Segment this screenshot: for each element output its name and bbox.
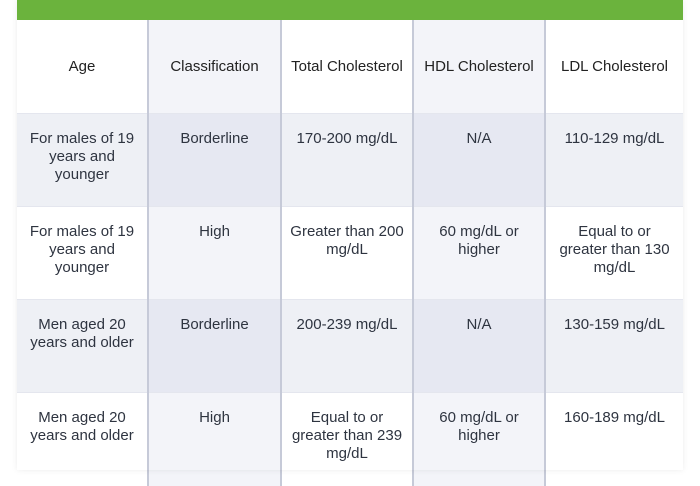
- cell-classification: Borderline: [147, 299, 281, 393]
- cell-classification: High: [147, 392, 281, 486]
- table-row: Men aged 20 years and older Borderline 200…: [17, 299, 683, 393]
- cell-total-cholesterol: 170-200 mg/dL: [280, 113, 413, 207]
- cell-hdl-cholesterol: 60 mg/dL or higher: [412, 206, 545, 300]
- header-age: Age: [68, 57, 96, 75]
- cholesterol-table: Age Classification Total Cholesterol HDL…: [17, 20, 683, 486]
- cell-ldl-cholesterol: 160-189 mg/dL: [544, 392, 683, 486]
- cell-hdl-cholesterol: N/A: [412, 113, 545, 207]
- cell-ldl-cholesterol: 130-159 mg/dL: [544, 299, 683, 393]
- cell-age: For males of 19 years and younger: [29, 223, 135, 276]
- cell-total-cholesterol: 200-239 mg/dL: [280, 299, 413, 393]
- cell-ldl-cholesterol: Equal to or greater than 130 mg/dL: [544, 206, 683, 300]
- cholesterol-table-card: Age Classification Total Cholesterol HDL…: [17, 0, 683, 486]
- table-row: For males of 19 years and younger High Gre…: [17, 206, 683, 300]
- header-hdl-cholesterol: HDL Cholesterol: [412, 20, 545, 114]
- cell-ldl-cholesterol: 110-129 mg/dL: [544, 113, 683, 207]
- title-bar: [17, 0, 683, 20]
- header-classification: Classification: [147, 20, 281, 114]
- table-row: Men aged 20 years and older High Equal to …: [17, 392, 683, 486]
- header-total-cholesterol: Total Cholesterol: [280, 20, 413, 114]
- header-ldl-cholesterol: LDL Cholesterol: [544, 20, 683, 114]
- table-row: For males of 19 years and younger Borderl…: [17, 113, 683, 207]
- cell-total-cholesterol: Greater than 200 mg/dL: [280, 206, 413, 300]
- cell-total-cholesterol: Equal to or greater than 239 mg/dL: [280, 392, 413, 486]
- cell-age: For males of 19 years and younger: [17, 113, 148, 207]
- cell-classification: High: [147, 206, 281, 300]
- header-row: Age Classification Total Cholesterol HDL…: [17, 20, 683, 114]
- cell-hdl-cholesterol: 60 mg/dL or higher: [412, 392, 545, 486]
- cell-age: Men aged 20 years and older: [30, 409, 134, 444]
- cell-age: Men aged 20 years and older: [17, 299, 148, 393]
- cell-classification: Borderline: [147, 113, 281, 207]
- cell-hdl-cholesterol: N/A: [412, 299, 545, 393]
